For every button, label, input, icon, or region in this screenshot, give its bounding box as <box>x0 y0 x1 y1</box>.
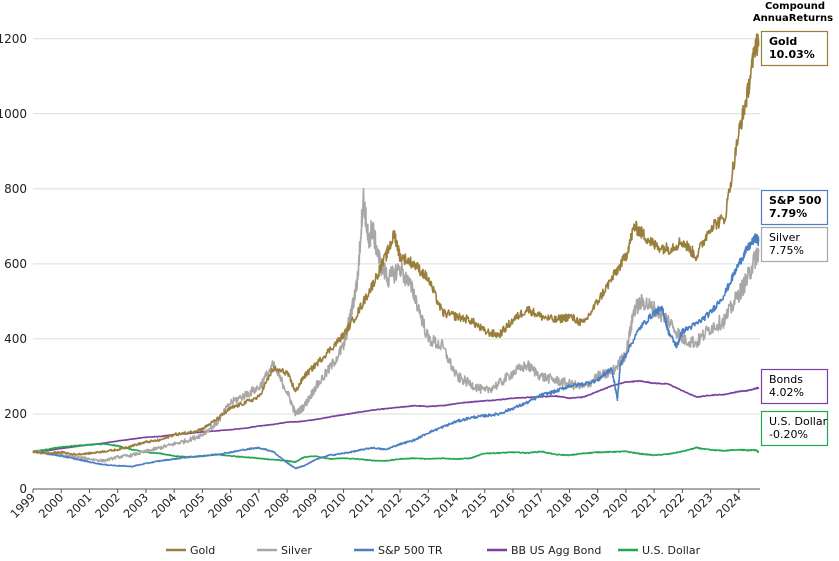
legend-item: Gold <box>166 544 215 557</box>
y-axis: 0 200 400 600 800 1000 1200 <box>0 32 27 496</box>
legend-label: S&P 500 TR <box>378 544 443 557</box>
return-box-label: S&P 500 <box>769 194 822 207</box>
legend-label: U.S. Dollar <box>642 544 701 557</box>
x-tick-label: 2004 <box>149 490 180 521</box>
x-tick-label: 2003 <box>120 490 151 521</box>
x-tick-label: 2020 <box>600 490 631 521</box>
legend-item: BB US Agg Bond <box>487 544 601 557</box>
y-tick-label: 200 <box>4 407 27 421</box>
return-box-value: 4.02% <box>769 386 804 399</box>
x-tick-label: 2007 <box>233 490 264 521</box>
x-tick-label: 2010 <box>318 490 349 521</box>
x-tick-label: 2024 <box>713 490 744 521</box>
legend-label: Gold <box>190 544 215 557</box>
return-box-frame <box>760 189 829 226</box>
x-tick-label: 2015 <box>459 490 490 521</box>
return-box-value: 10.03% <box>769 48 815 61</box>
y-tick-label: 600 <box>4 257 27 271</box>
x-tick-label: 2017 <box>516 490 547 521</box>
legend: Gold Silver S&P 500 TR BB US Agg Bond U.S. D… <box>166 544 701 557</box>
x-tick-label: 2022 <box>657 490 688 521</box>
x-tick-label: 2009 <box>290 490 321 521</box>
x-tick-label: 2016 <box>487 490 518 521</box>
return-box-value: 7.79% <box>769 207 807 220</box>
return-box-frame <box>760 30 829 67</box>
return-box-label: Silver <box>769 231 800 244</box>
x-axis: 1999200020012002200320042005200620072008… <box>8 489 744 521</box>
y-tick-label: 800 <box>4 182 27 196</box>
return-box-value: 7.75% <box>769 244 804 257</box>
annotation-header-line2: AnnuaReturns <box>753 13 833 24</box>
return-box-frame <box>760 226 829 263</box>
annotation-header-line1: Compound <box>765 1 825 12</box>
x-tick-label: 2019 <box>572 490 603 521</box>
return-box-frame <box>760 410 829 447</box>
y-tick-label: 1000 <box>0 107 27 121</box>
return-box-frame <box>760 368 829 405</box>
x-tick-label: 2021 <box>629 490 660 521</box>
return-box-label: Gold <box>769 35 797 48</box>
series-line <box>32 33 760 456</box>
grid <box>33 38 760 415</box>
x-tick-label: 2014 <box>431 490 462 521</box>
x-tick-label: 2008 <box>262 490 293 521</box>
return-box: U.S. Dollar-0.20% <box>760 410 829 447</box>
x-tick-label: 1999 <box>8 490 39 521</box>
x-tick-label: 2002 <box>92 490 123 521</box>
x-tick-label: 2013 <box>403 490 434 521</box>
series-line <box>32 443 760 463</box>
y-tick-label: 1200 <box>0 32 27 46</box>
series-line <box>32 187 760 463</box>
series-line <box>32 379 760 453</box>
legend-label: BB US Agg Bond <box>511 544 601 557</box>
legend-item: S&P 500 TR <box>354 544 443 557</box>
y-tick-label: 0 <box>19 482 27 496</box>
x-tick-label: 2005 <box>177 490 208 521</box>
legend-label: Silver <box>281 544 312 557</box>
x-tick-label: 2000 <box>36 490 67 521</box>
x-tick-label: 2018 <box>544 490 575 521</box>
x-tick-label: 2012 <box>375 490 406 521</box>
x-tick-label: 2001 <box>64 490 95 521</box>
return-box-label: U.S. Dollar <box>769 415 828 428</box>
legend-item: Silver <box>257 544 312 557</box>
return-box-value: -0.20% <box>769 428 808 441</box>
y-tick-label: 400 <box>4 332 27 346</box>
legend-item: U.S. Dollar <box>618 544 701 557</box>
return-box-label: Bonds <box>769 373 803 386</box>
series-lines <box>32 33 760 470</box>
x-tick-label: 2023 <box>685 490 716 521</box>
x-tick-label: 2006 <box>205 490 236 521</box>
series-line <box>32 233 760 470</box>
x-tick-label: 2011 <box>346 490 377 521</box>
